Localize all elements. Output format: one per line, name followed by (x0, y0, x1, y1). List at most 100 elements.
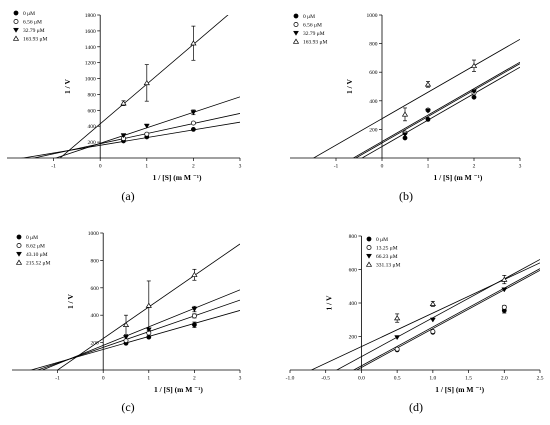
data-point (471, 89, 477, 95)
data-point (424, 81, 432, 87)
legend-label: 163.93 μM (23, 37, 47, 43)
fit-lines (310, 259, 540, 370)
x-tick-label: 1 (147, 376, 150, 382)
x-tick-label: 1 (427, 164, 430, 170)
chart-panel-a: -1 0 1 2 3 200 400 600 800 1000 1200 1400 1600 1800 1 … (7, 10, 242, 203)
chart-panel-d: -1.0 -0.5 0.0 0.5 1.0 1.5 2.0 2.5 200 400 600 800 1 … (286, 234, 544, 414)
legend-label: 32.79 μM (303, 31, 325, 37)
legend-label: 215.52 μM (26, 261, 50, 267)
x-tick-label: -1.0 (286, 376, 295, 382)
y-tick-label: 800 (369, 42, 378, 48)
data-point (429, 317, 436, 323)
legend: 0 μM 8.62 μM 43.10 μM 215.52 μM (15, 234, 50, 267)
data-point (501, 287, 508, 293)
legend-marker (366, 236, 372, 242)
legend: 0 μM 13.25 μM 66.23 μM 331.13 μM (365, 236, 400, 269)
x-tick-label: 0.0 (358, 376, 365, 382)
legend-marker (293, 13, 299, 19)
legend-marker (293, 22, 299, 27)
legend-label: 43.10 μM (26, 252, 48, 258)
data-point (471, 94, 477, 100)
fit-line-1 (355, 63, 520, 158)
x-tick-label: 1 (145, 164, 148, 170)
data-point (430, 329, 436, 334)
y-tick-label: 200 (87, 140, 96, 146)
x-tick-label: 2 (192, 164, 195, 170)
y-tick-label: 800 (87, 92, 96, 98)
y-axis-label: 1 / V (345, 78, 354, 93)
data-point (122, 321, 130, 327)
legend-label: 66.23 μM (376, 254, 398, 260)
data-point (402, 132, 408, 138)
y-tick-label: 200 (349, 335, 358, 341)
y-tick-label: 400 (369, 99, 378, 105)
x-tick-label: 0 (381, 164, 384, 170)
x-tick-label: 2 (473, 164, 476, 170)
data-point (191, 271, 198, 277)
y-tick-label: 600 (369, 70, 378, 76)
fit-line-3 (312, 38, 520, 158)
x-axis-label: 1 / [S] (m M ⁻¹) (433, 173, 482, 182)
legend-marker (365, 261, 373, 267)
legend: 0 μM 6.56 μM 32.79 μM 163.93 μM (12, 10, 47, 43)
legend-label: 331.13 μM (376, 263, 400, 269)
y-tick-label: 600 (349, 268, 358, 274)
panel-label: (b) (399, 189, 413, 203)
x-tick-label: 0 (99, 164, 102, 170)
x-tick-label: 3 (519, 164, 522, 170)
y-tick-label: 200 (369, 127, 378, 133)
legend-marker (292, 38, 300, 44)
data-point (429, 300, 436, 306)
data-point (394, 335, 401, 341)
data-point (394, 315, 401, 321)
data-point (401, 111, 409, 117)
x-tick-label: 1.0 (429, 376, 436, 382)
legend-marker (16, 234, 22, 240)
data-point (190, 126, 196, 132)
x-tick-label: -1 (334, 164, 339, 170)
legend-marker (13, 19, 19, 24)
x-tick-label: -1 (51, 164, 56, 170)
y-tick-label: 800 (349, 234, 358, 240)
fit-line-2 (352, 61, 520, 158)
legend-marker (12, 35, 20, 41)
y-tick-label: 1600 (85, 29, 96, 35)
data-point (501, 276, 508, 282)
legend-marker (16, 251, 22, 257)
y-tick-label: 1000 (85, 77, 96, 83)
data-point (425, 116, 431, 122)
data-point (143, 123, 150, 129)
legend-label: 0 μM (303, 14, 315, 20)
y-axis-label: 1 / V (63, 78, 72, 93)
data-point (191, 313, 197, 319)
chart-panel-b: -1 0 1 2 3 200 400 600 800 1000 1 / [S] (m M ⁻¹) 1 … (290, 13, 522, 203)
legend-marker (366, 245, 372, 250)
data-point (120, 133, 127, 139)
y-tick-label: 800 (90, 258, 99, 264)
y-axis-label: 1 / V (324, 295, 333, 310)
y-tick-label: 400 (349, 301, 358, 307)
y-axis-label: 1 / V (66, 293, 75, 308)
legend-label: 0 μM (23, 11, 35, 17)
data-point (120, 100, 127, 106)
legend-marker (366, 253, 372, 259)
x-tick-label: 0 (102, 376, 105, 382)
legend-label: 6.56 μM (303, 23, 322, 29)
data-point (143, 79, 150, 86)
legend-marker (15, 259, 23, 265)
legend-label: 0 μM (376, 237, 388, 243)
data-point (145, 302, 152, 308)
data-point (191, 322, 197, 328)
data-point (144, 131, 150, 137)
legend-marker (13, 10, 19, 16)
x-axis-label: 1 / [S] (m M ⁻¹) (435, 385, 484, 394)
x-tick-label: 0.5 (394, 376, 401, 382)
y-tick-label: 600 (87, 108, 96, 114)
legend-label: 8.62 μM (26, 244, 45, 250)
x-tick-label: 3 (239, 376, 242, 382)
x-tick-label: 3 (239, 164, 242, 170)
data-point (191, 306, 198, 312)
data-point (190, 40, 197, 46)
panel-label: (c) (121, 400, 134, 414)
